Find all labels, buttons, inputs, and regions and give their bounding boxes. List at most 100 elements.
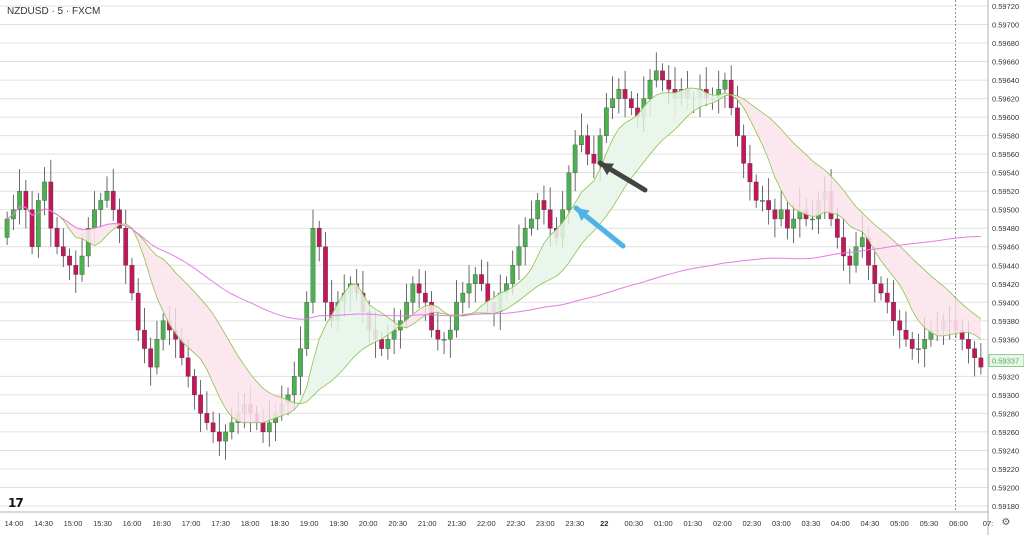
ema-ribbon-fill bbox=[637, 106, 644, 171]
candle-body bbox=[148, 348, 154, 368]
candle-body bbox=[547, 209, 553, 229]
candle-body bbox=[92, 209, 97, 229]
candle-body bbox=[204, 413, 210, 423]
candle-body bbox=[897, 320, 903, 331]
x-tick-label: 16:00 bbox=[123, 519, 142, 528]
candle-body bbox=[223, 431, 228, 442]
candle-body bbox=[185, 357, 191, 377]
candle-body bbox=[42, 181, 47, 201]
ema-ribbon-fill bbox=[893, 240, 900, 285]
candle-body bbox=[323, 246, 328, 303]
ema-ribbon-fill bbox=[194, 291, 201, 360]
ema-ribbon-fill bbox=[269, 392, 276, 421]
candle-body bbox=[778, 209, 784, 220]
ema-ribbon-fill bbox=[687, 88, 694, 117]
candle-body bbox=[572, 144, 578, 173]
ema-ribbon-fill bbox=[256, 381, 264, 423]
ema-ribbon-fill bbox=[849, 198, 857, 230]
y-tick-label: 0.59520 bbox=[992, 187, 1019, 196]
ema-ribbon-fill bbox=[681, 88, 688, 123]
x-tick-label: 15:30 bbox=[93, 519, 112, 528]
candle-body bbox=[853, 246, 859, 266]
ema-ribbon-fill bbox=[924, 270, 931, 333]
candle-body bbox=[916, 348, 921, 350]
candle-body bbox=[304, 302, 310, 349]
ema-ribbon-fill bbox=[394, 321, 401, 331]
ema-ribbon-fill bbox=[768, 117, 775, 178]
ema-ribbon-fill bbox=[188, 285, 195, 354]
candle-body bbox=[628, 98, 634, 109]
last-price-badge bbox=[988, 354, 1024, 367]
candle-body bbox=[772, 209, 778, 220]
candle-body bbox=[229, 422, 235, 433]
ema-ribbon-fill bbox=[512, 282, 519, 305]
x-tick-label: 23:30 bbox=[565, 519, 584, 528]
y-tick-label: 0.59380 bbox=[992, 317, 1019, 326]
x-tick-label: 21:00 bbox=[418, 519, 437, 528]
ema-ribbon-fill bbox=[156, 255, 164, 312]
candle-body bbox=[535, 200, 541, 220]
settings-icon[interactable]: ⚙ bbox=[1001, 517, 1011, 528]
candle-body bbox=[841, 237, 846, 257]
ma-mid-line bbox=[6, 94, 982, 405]
ema-ribbon-fill bbox=[843, 190, 850, 226]
candle-body bbox=[604, 107, 609, 136]
ema-ribbon-fill bbox=[562, 213, 569, 271]
ema-ribbon-fill bbox=[949, 291, 956, 335]
ema-ribbon-fill bbox=[793, 143, 800, 213]
ema-ribbon-fill bbox=[75, 227, 83, 239]
x-tick-label: 17:30 bbox=[211, 519, 230, 528]
ema-ribbon-fill bbox=[868, 218, 875, 252]
x-tick-label: 04:30 bbox=[861, 519, 880, 528]
candle-body bbox=[385, 339, 391, 349]
candle-body bbox=[810, 218, 815, 221]
ema-ribbon-fill bbox=[213, 314, 220, 398]
candle-body bbox=[566, 172, 572, 210]
ma-slow-line bbox=[6, 206, 981, 320]
x-tick-label: 23:00 bbox=[536, 519, 555, 528]
candle-body bbox=[728, 79, 734, 109]
ema-ribbon-fill bbox=[518, 276, 526, 301]
candle-body bbox=[966, 339, 971, 349]
candle-body bbox=[791, 218, 796, 229]
candle-body bbox=[17, 191, 22, 210]
candle-body bbox=[666, 79, 672, 90]
ema-ribbon-fill bbox=[106, 223, 114, 236]
ema-ribbon-fill bbox=[937, 281, 944, 336]
ema-ribbon-fill bbox=[144, 241, 151, 280]
candle-body bbox=[316, 228, 322, 247]
ema-ribbon-fill bbox=[344, 284, 351, 369]
candle-body bbox=[529, 218, 534, 229]
ema-ribbon-fill bbox=[618, 122, 626, 197]
candle-body bbox=[660, 70, 665, 81]
ema-ribbon-fill bbox=[837, 182, 844, 219]
candle-body bbox=[859, 237, 865, 247]
ema-ribbon-fill bbox=[806, 154, 813, 217]
candle-body bbox=[909, 339, 915, 349]
candle-body bbox=[104, 191, 110, 201]
y-tick-label: 0.59700 bbox=[992, 21, 1019, 30]
ema-ribbon-fill bbox=[712, 95, 719, 104]
candle-body bbox=[160, 320, 166, 340]
candle-body bbox=[510, 265, 516, 284]
candle-body bbox=[753, 181, 759, 201]
ema-ribbon-fill bbox=[593, 169, 601, 231]
ema-ribbon-fill bbox=[362, 294, 370, 350]
candle-body bbox=[429, 302, 434, 331]
ema-ribbon-fill bbox=[905, 252, 913, 311]
ema-ribbon-fill bbox=[799, 148, 807, 215]
candle-body bbox=[722, 79, 728, 90]
candle-body bbox=[747, 163, 753, 183]
ema-ribbon-fill bbox=[693, 88, 700, 111]
ema-ribbon-fill bbox=[918, 264, 925, 328]
candle-body bbox=[591, 153, 597, 164]
ema-ribbon-fill bbox=[968, 309, 975, 335]
x-tick-label: 07: bbox=[983, 519, 993, 528]
ema-ribbon-fill bbox=[231, 345, 239, 422]
candle-body bbox=[129, 265, 135, 294]
y-tick-label: 0.59280 bbox=[992, 409, 1019, 418]
ema-ribbon-fill bbox=[425, 304, 432, 316]
ema-ribbon-fill bbox=[306, 361, 313, 402]
